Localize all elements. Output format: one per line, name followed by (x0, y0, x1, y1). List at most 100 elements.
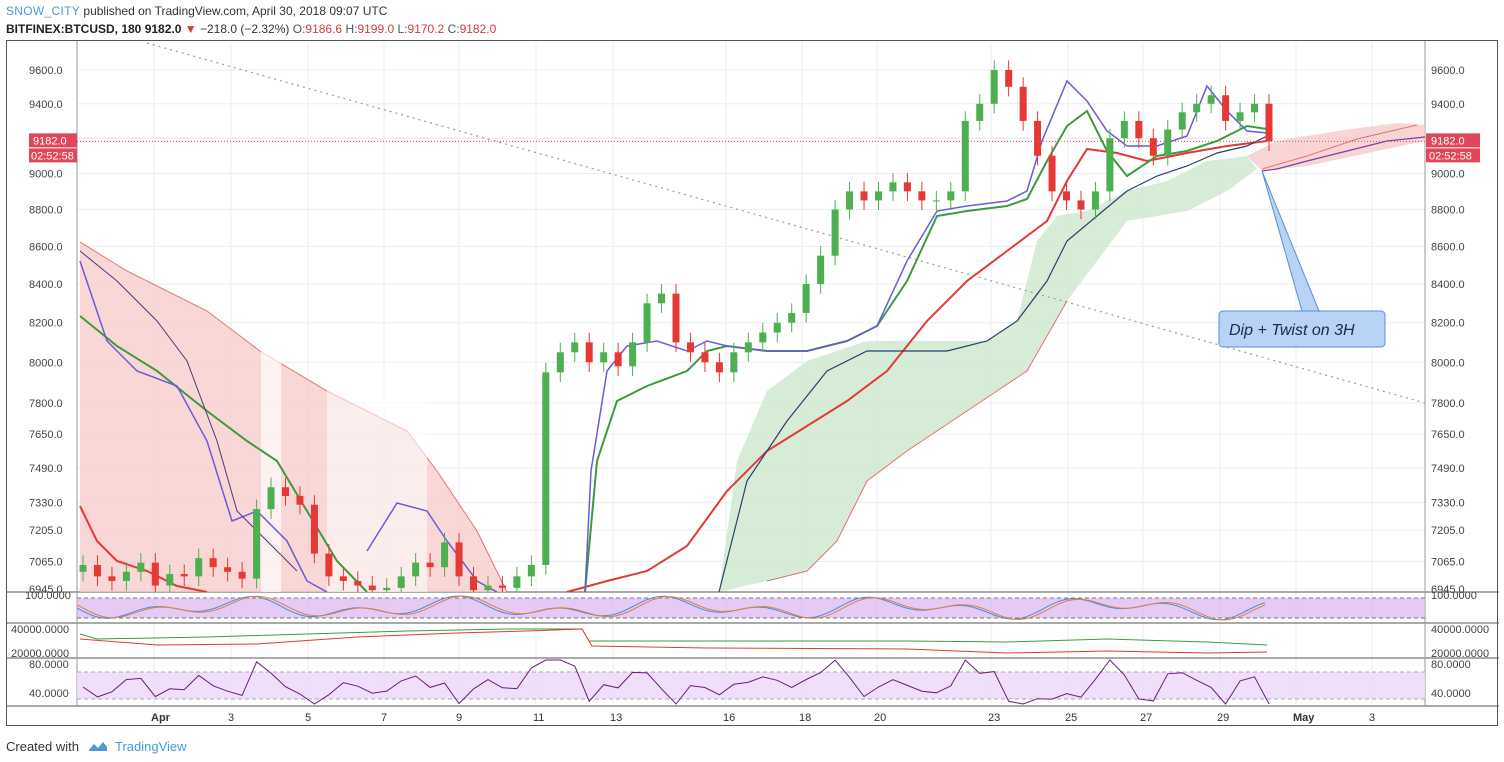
price-tick-left: 7330.0 (29, 498, 63, 510)
candle-body (788, 312, 796, 323)
candle-body (412, 562, 420, 577)
x-tick-label: 29 (1217, 712, 1229, 724)
price-tick-right: 9000.0 (1431, 168, 1465, 180)
price-tick-left: 7490.0 (29, 463, 63, 475)
price-tick-left: 6945.0 (29, 584, 63, 596)
cloud-green (719, 156, 1257, 592)
candle-body (470, 576, 478, 591)
candle-body (643, 303, 651, 343)
candle-body (1063, 191, 1071, 201)
candle-body (1222, 95, 1230, 121)
price-tick-right: 7205.0 (1431, 525, 1465, 537)
candle-body (759, 332, 767, 343)
candle-body (180, 574, 188, 577)
tradingview-brand[interactable]: TradingView (114, 738, 187, 754)
candle-body (484, 585, 492, 591)
stoch-tick-left: 100.0000 (25, 590, 71, 602)
candle-body (1077, 200, 1085, 210)
cloud-gap (327, 371, 427, 592)
change-value: −218.0 (−2.32%) (199, 22, 290, 36)
open-value: 9186.6 (305, 22, 343, 36)
cloud-red-right (1247, 123, 1425, 171)
candle-body (151, 562, 159, 586)
candle-body (860, 191, 868, 201)
price-tick-left: 9600.0 (29, 65, 63, 77)
osc2-green (79, 628, 1268, 646)
high-value: 9199.0 (357, 22, 395, 36)
candle-body (686, 342, 694, 353)
candle-body (846, 191, 854, 210)
published-text: published on TradingView.com, April 30, … (83, 4, 388, 18)
candle-body (1164, 129, 1172, 156)
price-tick-right: 9400.0 (1431, 99, 1465, 111)
price-chart[interactable]: 9600.09600.09400.09400.09200.09200.09000… (7, 41, 1499, 727)
last-price-tag-left (29, 133, 77, 148)
candle-body (93, 564, 101, 577)
candle-body (1091, 191, 1099, 210)
rsi-line (82, 659, 1270, 705)
candle-body (585, 342, 593, 363)
cloud-gap (261, 351, 281, 592)
candle-body (1236, 112, 1244, 121)
price-tick-right: 6945.0 (1431, 584, 1465, 596)
candle-body (354, 580, 362, 586)
price-tick-left: 7205.0 (29, 525, 63, 537)
ma-slow (718, 135, 1268, 592)
candle-body (325, 553, 333, 577)
low-label: L: (397, 22, 408, 36)
candle-body (1149, 138, 1157, 156)
candle-body (903, 182, 911, 192)
author-link[interactable]: SNOW_CITY (6, 4, 81, 18)
chart-frame[interactable]: 9600.09600.09400.09400.09200.09200.09000… (6, 40, 1499, 727)
candle-body (238, 571, 246, 579)
price-tick-right: 8200.0 (1431, 318, 1465, 330)
candle-body (368, 585, 376, 591)
candle-body (397, 576, 405, 588)
symbol-label: BITFINEX:BTCUSD, 180 (6, 22, 142, 36)
candle-body (1120, 120, 1128, 139)
price-tick-right: 7065.0 (1431, 557, 1465, 569)
candle-body (1048, 155, 1056, 192)
last-price-label-left: 9182.0 (33, 135, 67, 147)
stoch-d (76, 595, 1266, 621)
low-value: 9170.2 (407, 22, 445, 36)
candle-body (224, 567, 232, 572)
candles (79, 60, 1273, 592)
candle-body (961, 120, 969, 192)
candle-body (137, 562, 145, 572)
close-value: 9182.0 (459, 22, 497, 36)
candle-body (889, 182, 897, 192)
created-with-text: Created with (6, 738, 79, 754)
candle-body (817, 255, 825, 285)
candle-body (108, 576, 116, 581)
candle-body (1135, 120, 1143, 139)
candle-body (918, 191, 926, 201)
rsi-band (77, 672, 1425, 699)
price-tick-left: 9000.0 (29, 168, 63, 180)
candle-body (990, 70, 998, 104)
x-tick-label: 5 (305, 712, 311, 724)
price-tick-left: 8800.0 (29, 204, 63, 216)
x-tick-label: 18 (799, 712, 811, 724)
rsi-tick-left-top: 80.0000 (29, 659, 69, 671)
ma-55 (566, 140, 1268, 592)
last-price-tag-right (1426, 133, 1480, 148)
x-tick-label: 23 (988, 712, 1000, 724)
x-tick-label: 16 (723, 712, 735, 724)
high-label: H: (345, 22, 358, 36)
x-tick-label: 13 (610, 712, 622, 724)
x-tick-label: 25 (1065, 712, 1077, 724)
chart-header: SNOW_CITY published on TradingView.com, … (6, 2, 1496, 40)
countdown-tag-left (29, 148, 77, 163)
rsi-tick-right-bottom: 40.0000 (1431, 688, 1471, 700)
price-tick-right: 8000.0 (1431, 357, 1465, 369)
candle-body (339, 576, 347, 581)
x-tick-label: 11 (533, 712, 544, 724)
candle-body (831, 209, 839, 256)
candle-body (253, 509, 261, 579)
candle-body (874, 191, 882, 201)
publish-line: SNOW_CITY published on TradingView.com, … (6, 4, 387, 18)
candle-body (281, 487, 289, 496)
price-tick-right: 8600.0 (1431, 241, 1465, 253)
footer: Created with TradingView (6, 736, 187, 756)
